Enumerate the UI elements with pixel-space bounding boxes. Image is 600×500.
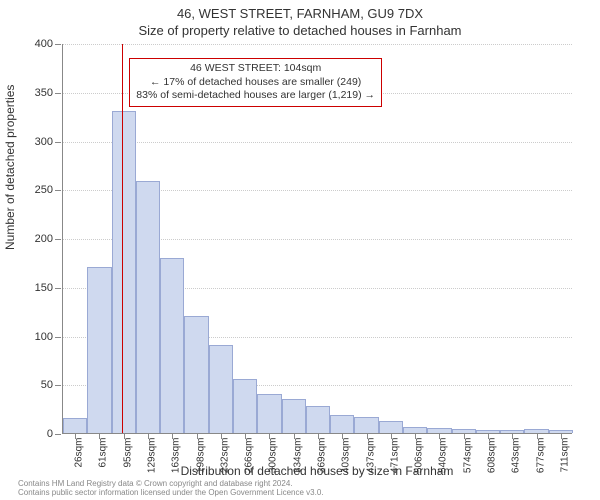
y-axis-label: Number of detached properties bbox=[3, 85, 17, 250]
annotation-line: ← 17% of detached houses are smaller (24… bbox=[136, 76, 375, 90]
y-tick bbox=[55, 93, 61, 94]
y-tick bbox=[55, 142, 61, 143]
chart-title-main: 46, WEST STREET, FARNHAM, GU9 7DX bbox=[0, 0, 600, 21]
y-tick-label: 350 bbox=[35, 87, 53, 99]
y-tick-label: 100 bbox=[35, 331, 53, 343]
histogram-bar bbox=[354, 417, 378, 433]
histogram-bar bbox=[209, 345, 233, 433]
y-tick bbox=[55, 337, 61, 338]
annotation-line: 83% of semi-detached houses are larger (… bbox=[136, 89, 375, 103]
annotation-line: 46 WEST STREET: 104sqm bbox=[136, 62, 375, 76]
histogram-bar bbox=[184, 316, 208, 433]
histogram-bar bbox=[306, 406, 330, 433]
y-tick bbox=[55, 385, 61, 386]
plot-area: 05010015020025030035040026sqm61sqm95sqm1… bbox=[62, 44, 572, 434]
y-tick-label: 50 bbox=[41, 379, 53, 391]
histogram-bar bbox=[282, 399, 306, 433]
footer-attribution: Contains HM Land Registry data © Crown c… bbox=[18, 479, 324, 498]
histogram-bar bbox=[112, 111, 136, 433]
chart-title-sub: Size of property relative to detached ho… bbox=[0, 21, 600, 38]
x-tick-label: 95sqm bbox=[122, 438, 133, 468]
y-tick bbox=[55, 239, 61, 240]
annotation-box: 46 WEST STREET: 104sqm← 17% of detached … bbox=[129, 58, 382, 107]
chart-container: 05010015020025030035040026sqm61sqm95sqm1… bbox=[62, 44, 572, 434]
histogram-bar bbox=[233, 379, 257, 433]
x-axis-label: Distribution of detached houses by size … bbox=[62, 464, 572, 478]
gridline bbox=[63, 142, 572, 143]
histogram-bar bbox=[160, 258, 184, 434]
y-tick-label: 200 bbox=[35, 233, 53, 245]
property-marker-line bbox=[122, 44, 123, 433]
footer-line-1: Contains HM Land Registry data © Crown c… bbox=[18, 479, 324, 489]
y-tick bbox=[55, 44, 61, 45]
footer-line-2: Contains public sector information licen… bbox=[18, 488, 324, 498]
histogram-bar bbox=[136, 181, 160, 433]
x-tick-label: 61sqm bbox=[98, 438, 109, 468]
y-tick bbox=[55, 288, 61, 289]
histogram-bar bbox=[87, 267, 111, 433]
histogram-bar bbox=[63, 418, 87, 433]
y-tick-label: 0 bbox=[47, 428, 53, 440]
y-tick bbox=[55, 434, 61, 435]
x-tick-label: 26sqm bbox=[74, 438, 85, 468]
gridline bbox=[63, 44, 572, 45]
histogram-bar bbox=[257, 394, 281, 433]
y-tick-label: 150 bbox=[35, 282, 53, 294]
histogram-bar bbox=[379, 421, 403, 433]
y-tick bbox=[55, 190, 61, 191]
y-tick-label: 300 bbox=[35, 136, 53, 148]
histogram-bar bbox=[330, 415, 354, 433]
y-tick-label: 250 bbox=[35, 184, 53, 196]
y-tick-label: 400 bbox=[35, 38, 53, 50]
